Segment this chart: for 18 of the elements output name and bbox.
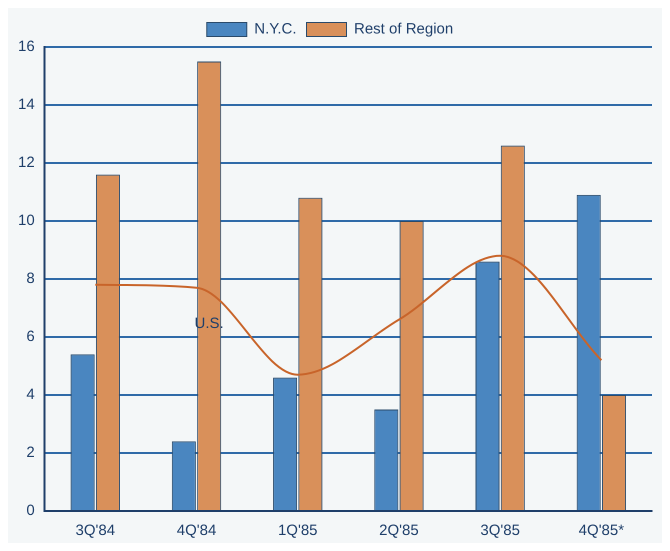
line-series xyxy=(94,254,602,376)
y-tick-label: 0 xyxy=(26,502,35,520)
y-tick-label: 8 xyxy=(26,270,35,288)
x-tick-label: 4Q'84 xyxy=(176,522,216,540)
legend-label: N.Y.C. xyxy=(254,20,297,38)
y-tick-label: 4 xyxy=(26,386,35,404)
legend-label: Rest of Region xyxy=(354,20,454,38)
x-tick-label: 3Q'85 xyxy=(480,522,520,540)
x-tick-label: 3Q'84 xyxy=(76,522,116,540)
y-tick-label: 10 xyxy=(18,212,35,230)
y-tick-label: 12 xyxy=(18,154,35,172)
y-tick-label: 14 xyxy=(18,96,35,114)
y-tick-label: 6 xyxy=(26,328,35,346)
y-tick-label: 16 xyxy=(18,38,35,56)
x-tick-label: 4Q'85* xyxy=(578,522,624,540)
x-tick-label: 2Q'85 xyxy=(379,522,419,540)
x-tick-label: 1Q'85 xyxy=(278,522,318,540)
y-tick-label: 2 xyxy=(26,444,35,462)
